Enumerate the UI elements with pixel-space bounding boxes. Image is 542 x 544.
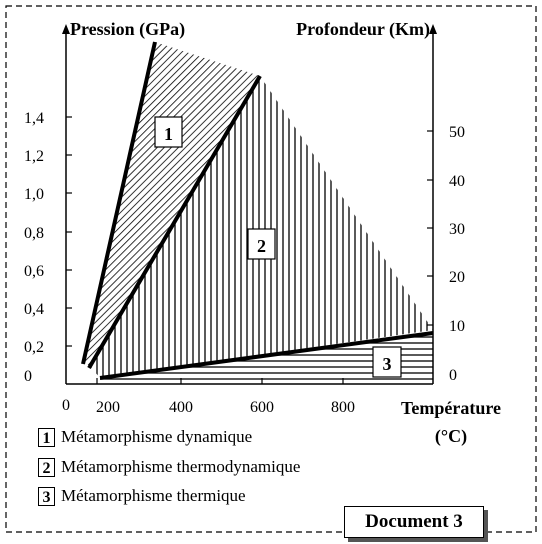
legend-item-3: 3 Métamorphisme thermique bbox=[38, 486, 246, 506]
legend-label-1: Métamorphisme dynamique bbox=[61, 427, 253, 446]
right-tick-label: 20 bbox=[449, 269, 465, 286]
right-tick-label: 50 bbox=[449, 124, 465, 141]
legend-number-2: 2 bbox=[38, 457, 55, 477]
legend-item-1: 1 Métamorphisme dynamique bbox=[38, 427, 252, 447]
boundary-line-3 bbox=[99, 331, 434, 380]
document-label: Document 3 bbox=[344, 506, 484, 538]
legend-number-1: 1 bbox=[38, 427, 55, 447]
x-axis-unit: (°C) bbox=[435, 426, 467, 447]
x-tick-label: 400 bbox=[169, 399, 193, 416]
right-tick-label: 40 bbox=[449, 173, 465, 190]
x-tick-label: 0 bbox=[62, 397, 70, 414]
left-tick-label: 0,6 bbox=[24, 263, 44, 280]
right-tick-label: 30 bbox=[449, 221, 465, 238]
right-axis-arrow bbox=[429, 24, 437, 34]
x-tick-label: 800 bbox=[331, 399, 355, 416]
x-axis-title: Température bbox=[401, 398, 501, 418]
zone-1-dynamic bbox=[83, 42, 260, 366]
boundary-line-1 bbox=[81, 41, 157, 365]
right-tick-label: 0 bbox=[449, 367, 457, 384]
left-axis-title: Pression (GPa) bbox=[70, 19, 185, 40]
left-tick-label: 1,4 bbox=[24, 110, 44, 127]
legend-label-3: Métamorphisme thermique bbox=[61, 486, 246, 505]
zone-1-marker: 1 bbox=[154, 116, 183, 148]
left-tick-label: 1,0 bbox=[24, 186, 44, 203]
zone-3-number: 3 bbox=[383, 354, 392, 374]
zone-1-number: 1 bbox=[164, 124, 173, 144]
left-tick-label: 0,2 bbox=[24, 339, 44, 356]
left-axis-arrow bbox=[62, 24, 70, 34]
boundary-line-2 bbox=[87, 74, 262, 370]
x-tick-label: 200 bbox=[96, 399, 120, 416]
zone-2-thermodynamic bbox=[90, 76, 433, 378]
left-tick-label: 0 bbox=[24, 368, 32, 385]
zone-3-marker: 3 bbox=[372, 346, 402, 378]
document-frame bbox=[5, 5, 537, 533]
left-tick-label: 0,4 bbox=[24, 301, 44, 318]
right-tick-label: 10 bbox=[449, 318, 465, 335]
legend-item-2: 2 Métamorphisme thermodynamique bbox=[38, 457, 300, 477]
legend-label-2: Métamorphisme thermodynamique bbox=[61, 457, 301, 476]
zone-2-marker: 2 bbox=[247, 228, 276, 260]
x-tick-label: 600 bbox=[250, 399, 274, 416]
right-axis-title: Profondeur (Km) bbox=[296, 19, 430, 40]
zone-2-number: 2 bbox=[257, 236, 266, 256]
legend-number-3: 3 bbox=[38, 486, 55, 506]
left-tick-label: 0,8 bbox=[24, 225, 44, 242]
left-tick-label: 1,2 bbox=[24, 148, 44, 165]
